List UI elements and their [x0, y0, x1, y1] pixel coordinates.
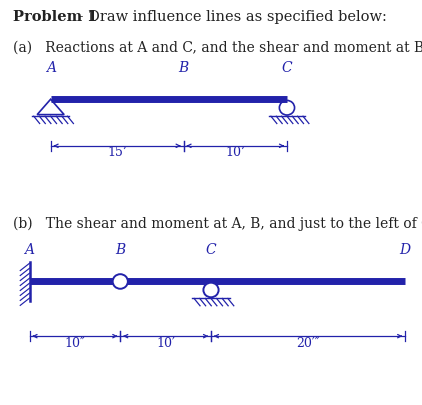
- Text: 10″: 10″: [65, 337, 85, 350]
- Text: Problem 1: Problem 1: [13, 10, 97, 24]
- Text: A: A: [24, 243, 35, 257]
- Text: 10′: 10′: [157, 337, 175, 350]
- Text: 20′″: 20′″: [296, 337, 320, 350]
- Circle shape: [113, 274, 128, 289]
- Circle shape: [203, 283, 219, 297]
- Text: 10’: 10’: [225, 146, 246, 159]
- Text: 15’: 15’: [108, 146, 127, 159]
- Text: C: C: [206, 243, 216, 257]
- Text: B: B: [115, 243, 125, 257]
- Text: - Draw influence lines as specified below:: - Draw influence lines as specified belo…: [74, 10, 387, 24]
- Text: (b)   The shear and moment at A, B, and just to the left of C.: (b) The shear and moment at A, B, and ju…: [13, 217, 422, 231]
- Text: C: C: [281, 61, 292, 75]
- Text: (a)   Reactions at A and C, and the shear and moment at B.: (a) Reactions at A and C, and the shear …: [13, 40, 422, 55]
- Text: A: A: [46, 61, 56, 75]
- Text: D: D: [400, 243, 411, 257]
- Text: B: B: [179, 61, 189, 75]
